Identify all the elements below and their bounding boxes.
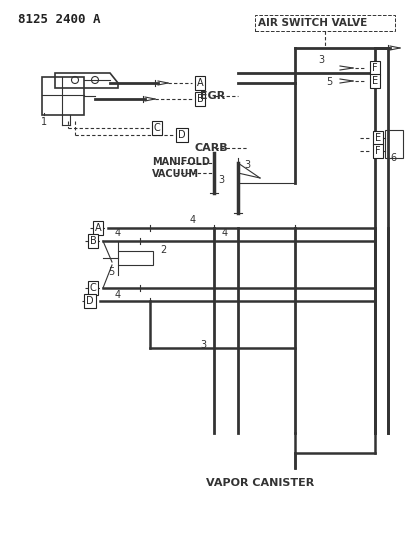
Text: EGR: EGR [200, 91, 225, 101]
Bar [42, 77, 84, 115]
Text: F: F [371, 63, 377, 73]
Text: C: C [153, 123, 160, 133]
Text: AIR SWITCH VALVE: AIR SWITCH VALVE [257, 18, 366, 28]
Text: 1: 1 [41, 117, 47, 127]
Text: 4: 4 [115, 290, 121, 300]
Text: VAPOR CANISTER: VAPOR CANISTER [205, 478, 313, 488]
Text: 5: 5 [108, 267, 114, 277]
Text: B: B [90, 236, 96, 246]
Text: 4: 4 [189, 215, 196, 225]
Bar [254, 15, 394, 31]
Bar [118, 251, 153, 265]
Text: A: A [196, 78, 203, 88]
Text: D: D [86, 296, 94, 306]
Text: E: E [371, 76, 377, 86]
Text: B: B [196, 94, 203, 104]
Text: 5: 5 [325, 77, 331, 87]
Text: E: E [374, 133, 380, 143]
Text: 6: 6 [389, 153, 395, 163]
Text: 8125 2400 A: 8125 2400 A [18, 13, 100, 26]
Text: MANIFOLD
VACUUM: MANIFOLD VACUUM [152, 157, 209, 179]
Text: 3: 3 [200, 340, 206, 350]
Text: 4: 4 [221, 228, 227, 238]
Text: F: F [374, 146, 380, 156]
Text: 2: 2 [160, 245, 166, 255]
Text: A: A [94, 223, 101, 233]
Text: D: D [178, 130, 185, 140]
Text: 4: 4 [115, 228, 121, 238]
Text: 3: 3 [243, 160, 249, 170]
Text: CARB: CARB [195, 143, 228, 153]
Text: 3: 3 [218, 175, 224, 185]
Text: C: C [90, 283, 96, 293]
Text: 3: 3 [317, 55, 324, 65]
Bar [384, 130, 402, 158]
